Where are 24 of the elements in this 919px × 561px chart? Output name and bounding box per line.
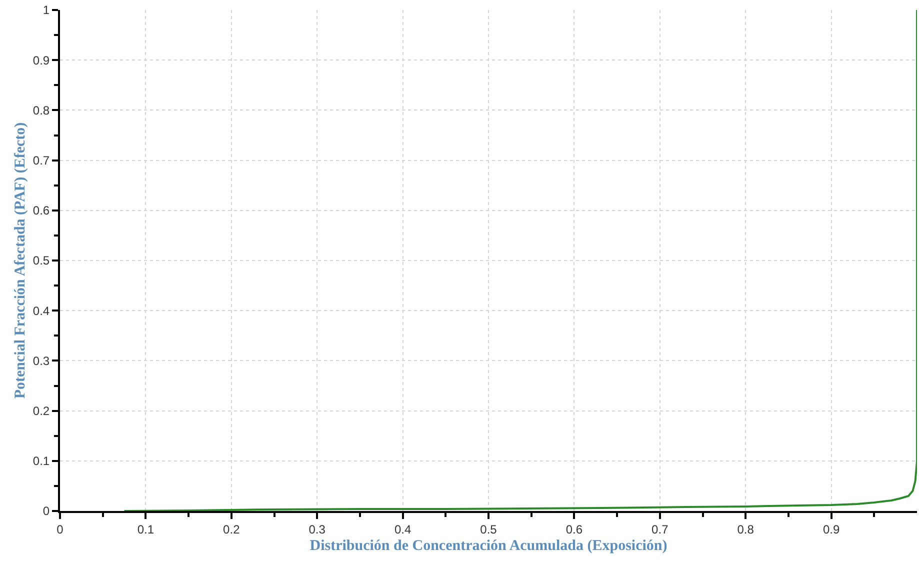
y-tick-label: 0.6 <box>32 204 50 218</box>
y-tick-label: 0.3 <box>32 354 50 368</box>
x-tick-label: 0.2 <box>223 522 240 536</box>
x-tick-label: 0.4 <box>394 522 412 536</box>
y-tick-label: 0.4 <box>32 304 50 318</box>
x-tick-label: 0.5 <box>480 522 498 536</box>
y-tick-label: 0 <box>42 504 50 518</box>
x-tick-label: 0 <box>56 522 64 536</box>
x-tick-label: 0.1 <box>137 522 154 536</box>
x-axis-title: Distribución de Concentración Acumulada (Exposición) <box>310 538 668 554</box>
y-tick-label: 1 <box>42 3 50 18</box>
y-tick-label: 0.5 <box>32 254 50 268</box>
x-tick-label: 0.6 <box>566 522 583 536</box>
y-tick-label: 0.7 <box>32 154 50 168</box>
y-tick-label: 0.1 <box>32 454 50 468</box>
x-tick-label: 0.3 <box>308 522 326 536</box>
y-axis-title: Potencial Fracción Afectada (PAF) (Efecto) <box>12 122 29 399</box>
x-tick-label: 0.7 <box>652 522 669 536</box>
line-series <box>123 10 917 511</box>
y-tick-label: 0.8 <box>32 103 50 118</box>
x-tick-label: 0.9 <box>822 522 840 536</box>
x-tick-label: 0.8 <box>737 522 754 536</box>
y-tick-label: 0.9 <box>32 53 50 68</box>
y-tick-label: 0.2 <box>32 404 50 418</box>
